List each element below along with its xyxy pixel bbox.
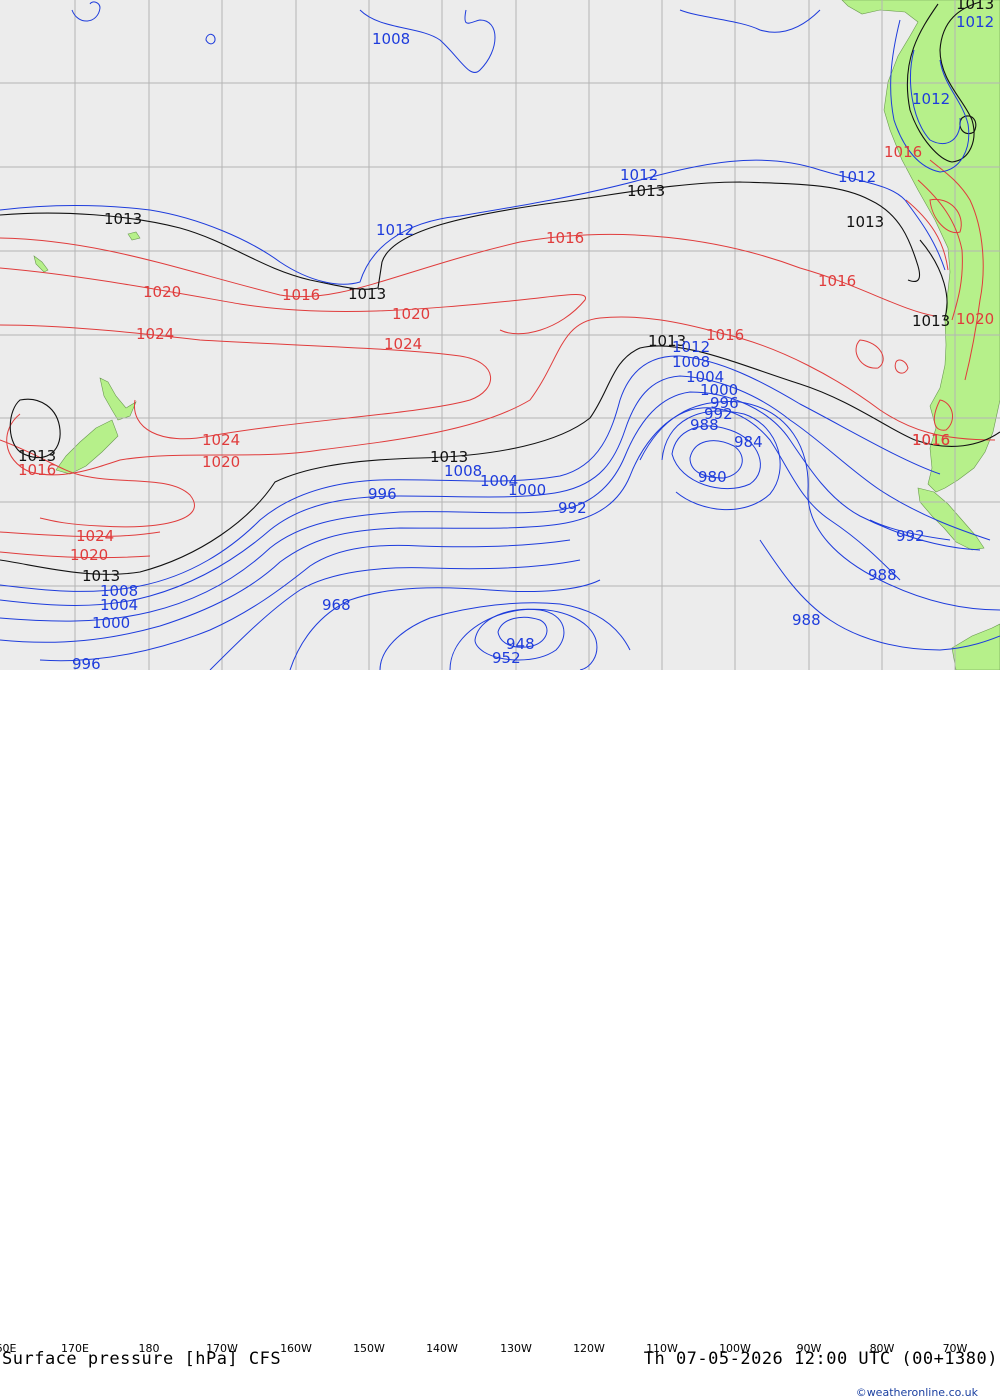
isobar-label: 968 xyxy=(322,596,351,614)
isobar-label: 1012 xyxy=(672,338,710,356)
isobar-label: 1008 xyxy=(100,582,138,600)
isobar-label: 1012 xyxy=(838,168,876,186)
isobar-label: 1004 xyxy=(100,596,138,614)
isobar-label: 1008 xyxy=(444,462,482,480)
isobar-labels: 1008 1013 1012 1012 1016 1012 1013 1012 … xyxy=(18,0,994,670)
new-caledonia xyxy=(33,255,49,273)
map-footer: 60E 170E 180 170W 160W 150W 140W 130W 12… xyxy=(0,670,1000,1399)
isobar-label: 1016 xyxy=(818,272,856,290)
low-pressure-isobars xyxy=(0,1,1000,670)
isobar-label: 1013 xyxy=(846,213,884,231)
isobar-label: 1016 xyxy=(884,143,922,161)
antarctic-peninsula xyxy=(951,623,1000,670)
isobar-label: 1012 xyxy=(376,221,414,239)
isobar-label: 1013 xyxy=(348,285,386,303)
isobar-label: 1013 xyxy=(430,448,468,466)
valid-time: Th 07-05-2026 12:00 UTC (00+1380) xyxy=(643,1349,998,1369)
isobar-label: 992 xyxy=(704,405,733,423)
new-zealand-north xyxy=(99,377,137,421)
longitude-label: 130W xyxy=(500,1342,532,1355)
longitude-label: 150W xyxy=(353,1342,385,1355)
isobar-label: 992 xyxy=(896,527,925,545)
isobar-label: 1020 xyxy=(392,305,430,323)
isobar-label: 1000 xyxy=(92,614,130,632)
isobar-label: 1020 xyxy=(70,546,108,564)
isobar-label: 1000 xyxy=(508,481,546,499)
isobar-label: 988 xyxy=(792,611,821,629)
isobar-label: 1020 xyxy=(202,453,240,471)
isobar-label: 1016 xyxy=(282,286,320,304)
isobar-label: 1013 xyxy=(104,210,142,228)
isobar-label: 1024 xyxy=(136,325,174,343)
isobar-label: 984 xyxy=(734,433,763,451)
longitude-label: 160W xyxy=(280,1342,312,1355)
isobar-label: 1013 xyxy=(82,567,120,585)
longitude-label: 140W xyxy=(426,1342,458,1355)
lat-lon-grid xyxy=(0,0,1000,670)
isobar-label: 1008 xyxy=(672,353,710,371)
isobar-label: 1016 xyxy=(706,326,744,344)
isobar-label: 1012 xyxy=(912,90,950,108)
isobar-label: 1024 xyxy=(202,431,240,449)
isobar-label: 1016 xyxy=(912,431,950,449)
isobar-label: 1013 xyxy=(18,447,56,465)
map-title: Surface pressure [hPa] CFS xyxy=(2,1349,282,1369)
isobar-label: 952 xyxy=(492,649,521,667)
small-island xyxy=(127,231,141,241)
isobar-label: 1012 xyxy=(620,166,658,184)
isobar-label: 1020 xyxy=(956,310,994,328)
isobar-label: 996 xyxy=(710,394,739,412)
isobar-label: 996 xyxy=(368,485,397,503)
isobar-label: 1016 xyxy=(912,431,950,449)
isobar-label: 948 xyxy=(506,635,535,653)
isobar-label: 1024 xyxy=(384,335,422,353)
credit-link[interactable]: ©weatheronline.co.uk xyxy=(855,1386,978,1399)
isobar-label: 1004 xyxy=(480,472,518,490)
isobar-label: 1013 xyxy=(648,332,686,350)
isobar-label: 996 xyxy=(72,655,101,670)
isobar-label: 1013 xyxy=(912,312,950,330)
isobar-label: 1013 xyxy=(627,182,665,200)
isobar-label: 988 xyxy=(690,416,719,434)
isobar-label: 1008 xyxy=(372,30,410,48)
isobar-label: 1016 xyxy=(18,461,56,479)
isobar-label: 1013 xyxy=(956,0,994,13)
isobar-label: 1012 xyxy=(956,13,994,31)
isobar-label: 992 xyxy=(558,499,587,517)
map-canvas: 1008 1013 1012 1012 1016 1012 1013 1012 … xyxy=(0,0,1000,670)
isobar-label: 1000 xyxy=(700,381,738,399)
high-pressure-isobars xyxy=(0,159,996,559)
isobar-label: 1024 xyxy=(76,527,114,545)
isobar-label: 988 xyxy=(868,566,897,584)
isobar-label: 1004 xyxy=(686,368,724,386)
isobar-label: 1016 xyxy=(546,229,584,247)
pressure-map: 1008 1013 1012 1012 1016 1012 1013 1012 … xyxy=(0,0,1000,670)
isobar-label: 1020 xyxy=(143,283,181,301)
longitude-label: 120W xyxy=(573,1342,605,1355)
new-zealand-south xyxy=(55,419,119,475)
isobar-label: 980 xyxy=(698,468,727,486)
